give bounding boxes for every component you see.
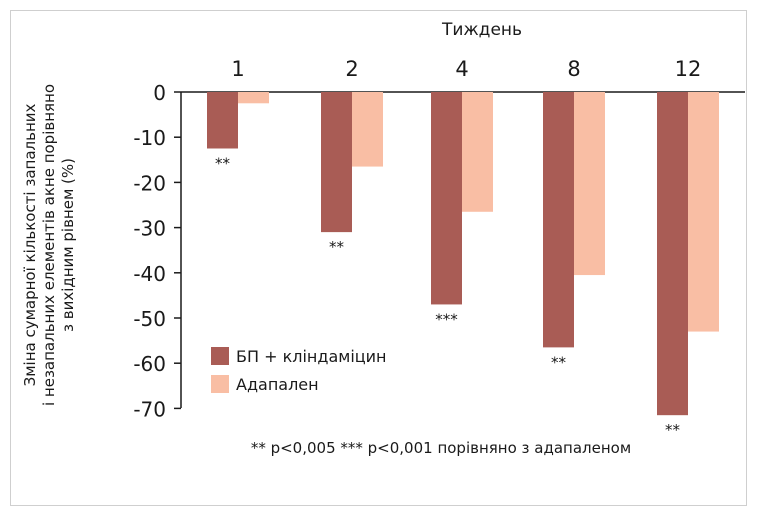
bar bbox=[238, 92, 269, 104]
bar bbox=[352, 92, 383, 167]
y-tick-label: -30 bbox=[133, 217, 166, 241]
significance-label: ** bbox=[215, 155, 231, 173]
significance-label: ** bbox=[551, 353, 567, 371]
x-axis-title: Тиждень bbox=[441, 20, 522, 40]
legend-label: БП + кліндаміцин bbox=[236, 347, 387, 366]
bar bbox=[574, 92, 605, 276]
x-tick-label: 2 bbox=[345, 57, 358, 81]
bar bbox=[207, 92, 238, 149]
bar bbox=[688, 92, 719, 332]
y-axis-title-line: і незапальних елементів акне порівняно bbox=[40, 84, 58, 406]
y-tick-label: -40 bbox=[133, 262, 166, 286]
bar bbox=[431, 92, 462, 305]
bar bbox=[321, 92, 352, 233]
bars bbox=[207, 92, 719, 416]
legend-label: Адапален bbox=[236, 375, 319, 394]
significance-labels: *********** bbox=[215, 155, 681, 440]
x-tick-label: 12 bbox=[675, 57, 702, 81]
y-tick-label: -60 bbox=[133, 352, 166, 376]
bar bbox=[657, 92, 688, 416]
footnote: ** p<0,005 *** p<0,001 порівняно з адапа… bbox=[251, 439, 631, 457]
legend: БП + кліндаміцин Адапален bbox=[211, 347, 387, 394]
x-tick-labels: 1 2 4 8 12 bbox=[231, 57, 701, 81]
bar bbox=[462, 92, 493, 212]
y-axis-title-line: з вихідним рівнем (%) bbox=[59, 158, 77, 332]
x-tick-label: 1 bbox=[231, 57, 244, 81]
legend-swatch bbox=[211, 347, 229, 365]
significance-label: ** bbox=[665, 421, 681, 439]
y-tick-label: -20 bbox=[133, 171, 166, 195]
x-tick-label: 4 bbox=[455, 57, 468, 81]
chart-frame bbox=[10, 10, 747, 506]
y-axis-title: Зміна сумарної кількості запальних і неза… bbox=[21, 84, 77, 406]
legend-swatch bbox=[211, 375, 229, 393]
significance-label: ** bbox=[329, 238, 345, 256]
y-tick-label: -10 bbox=[133, 126, 166, 150]
y-tick-labels: 0 -10 -20 -30 -40 -50 -60 -70 bbox=[133, 81, 181, 421]
y-tick-label: -50 bbox=[133, 307, 166, 331]
x-tick-label: 8 bbox=[567, 57, 580, 81]
y-tick-label: 0 bbox=[153, 81, 166, 105]
bar bbox=[543, 92, 574, 348]
significance-label: *** bbox=[435, 310, 458, 328]
y-axis-title-line: Зміна сумарної кількості запальних bbox=[21, 103, 39, 386]
y-tick-label: -70 bbox=[133, 397, 166, 421]
